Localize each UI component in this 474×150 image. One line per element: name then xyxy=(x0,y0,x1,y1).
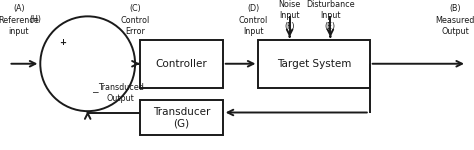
Text: Error: Error xyxy=(125,27,145,36)
Text: (D): (D) xyxy=(247,4,260,13)
Text: Controller: Controller xyxy=(155,59,207,69)
Text: input: input xyxy=(9,27,29,36)
Text: Output: Output xyxy=(107,94,135,103)
Text: Output: Output xyxy=(441,27,469,36)
Text: Reference: Reference xyxy=(0,16,39,25)
Text: (C): (C) xyxy=(129,4,141,13)
Text: −: − xyxy=(91,88,99,97)
Bar xyxy=(258,40,370,87)
Text: Input: Input xyxy=(320,11,341,20)
Text: (F): (F) xyxy=(284,22,295,31)
Text: Control: Control xyxy=(120,16,150,25)
Ellipse shape xyxy=(40,16,135,111)
Text: Input: Input xyxy=(243,27,264,36)
Text: Input: Input xyxy=(279,11,300,20)
Text: Target System: Target System xyxy=(277,59,351,69)
Text: Control: Control xyxy=(239,16,268,25)
Text: (H): (H) xyxy=(29,15,42,24)
Text: +: + xyxy=(60,38,66,47)
Text: Noise: Noise xyxy=(279,0,301,9)
Text: (E): (E) xyxy=(325,22,336,31)
Text: Measured: Measured xyxy=(435,16,474,25)
Text: Transducer
(G): Transducer (G) xyxy=(153,107,210,128)
Bar xyxy=(140,100,223,135)
Text: (A): (A) xyxy=(13,4,25,13)
Bar xyxy=(140,40,223,87)
Text: Disturbance: Disturbance xyxy=(306,0,355,9)
Text: (B): (B) xyxy=(449,4,461,13)
Text: Transduced: Transduced xyxy=(98,82,144,91)
